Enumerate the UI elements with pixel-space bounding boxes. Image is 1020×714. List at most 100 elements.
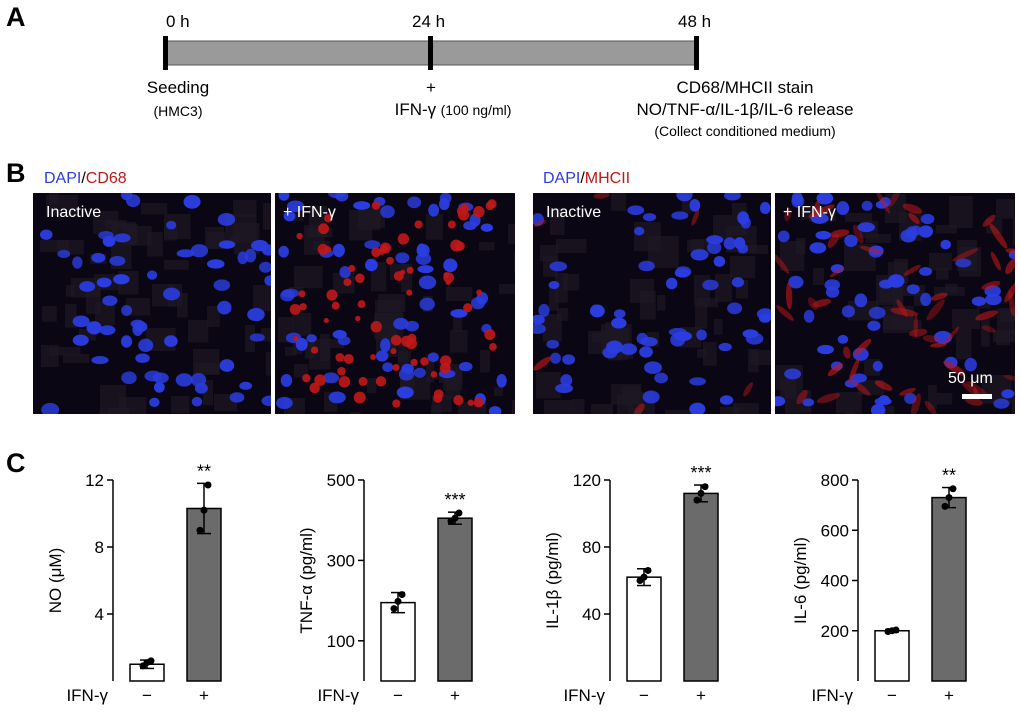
background-texture	[949, 196, 973, 228]
dapi-nucleus	[676, 193, 693, 202]
background-texture	[330, 339, 345, 348]
background-texture	[997, 308, 1015, 334]
background-texture	[494, 387, 503, 396]
mhcii-signal	[890, 307, 919, 317]
data-point	[196, 526, 204, 534]
background-texture	[426, 214, 443, 240]
background-texture	[147, 232, 163, 257]
cd68-signal	[289, 303, 301, 315]
mhcii-signal	[874, 380, 893, 391]
dapi-nucleus	[278, 193, 290, 201]
background-texture	[307, 228, 333, 238]
cd68-signal	[296, 232, 303, 240]
background-texture	[1013, 218, 1015, 246]
dapi-nucleus	[560, 374, 573, 387]
data-point	[398, 591, 406, 599]
data-point	[394, 597, 402, 605]
dapi-nucleus	[190, 244, 208, 258]
dapi-nucleus	[802, 398, 815, 407]
dapi-nucleus	[784, 368, 802, 380]
mhcii-signal	[943, 326, 960, 345]
dapi-nucleus	[964, 357, 977, 372]
dapi-nucleus	[428, 203, 440, 217]
dapi-nucleus	[590, 304, 602, 316]
x-category-label: −	[887, 686, 897, 705]
dapi-nucleus	[295, 337, 308, 351]
background-texture	[557, 308, 569, 321]
cd68-signal	[410, 358, 418, 367]
background-texture	[479, 242, 495, 251]
mhcii-signal	[812, 298, 831, 308]
dapi-nucleus	[278, 245, 289, 258]
dapi-nucleus	[480, 223, 493, 232]
ifn-treatment-label: IFN-γ (100 ng/ml)	[394, 100, 512, 119]
dapi-nucleus	[194, 382, 208, 394]
dapi-nucleus	[803, 309, 815, 323]
cd68-signal	[299, 303, 307, 311]
background-texture	[697, 298, 718, 308]
dapi-nucleus	[993, 398, 1010, 409]
dapi-nucleus	[920, 292, 932, 307]
data-point	[644, 566, 652, 574]
micrograph-label-ifn-cd68: + IFN-γ	[283, 204, 336, 221]
dapi-nucleus	[817, 344, 835, 355]
mhcii-signal	[784, 208, 792, 222]
background-texture	[350, 412, 361, 414]
dapi-nucleus	[665, 277, 678, 290]
y-tick-label: 8	[95, 538, 104, 557]
dapi-nucleus	[419, 297, 435, 311]
cd68-signal	[302, 373, 311, 383]
dapi-nucleus	[217, 300, 232, 315]
dapi-nucleus	[380, 338, 391, 353]
background-texture	[65, 304, 77, 328]
dapi-nucleus	[854, 293, 868, 308]
dapi-nucleus	[339, 265, 351, 279]
dapi-nucleus	[121, 304, 133, 316]
dapi-nucleus	[99, 325, 116, 336]
background-texture	[572, 399, 585, 414]
x-axis-label: IFN-γ	[563, 686, 605, 705]
background-texture	[1012, 397, 1015, 414]
dapi-nucleus	[163, 287, 181, 301]
dapi-nucleus	[791, 194, 805, 208]
background-texture	[292, 313, 312, 336]
cd68-signal	[310, 346, 319, 354]
dapi-nucleus	[147, 270, 158, 280]
dapi-nucleus	[955, 258, 972, 268]
cd68-signal	[323, 318, 329, 324]
micrograph-label-ifn-mhcii: + IFN-γ	[783, 204, 836, 221]
mhcii-signal	[830, 266, 844, 278]
dapi-nucleus	[164, 335, 178, 347]
dapi-nucleus	[1001, 389, 1015, 399]
stain-label: CD68/MHCII stain	[676, 78, 814, 97]
dapi-nucleus	[149, 397, 160, 407]
dapi-nucleus	[407, 196, 422, 209]
dapi-nucleus	[206, 259, 225, 269]
dapi-nucleus	[759, 201, 771, 215]
dapi-nucleus	[737, 243, 749, 254]
background-texture	[40, 240, 69, 253]
mhcii-signal	[843, 346, 851, 359]
dapi-nucleus	[727, 302, 743, 315]
micrograph-mhcii-inactive	[533, 193, 771, 414]
background-texture	[945, 284, 958, 293]
dapi-nucleus	[126, 194, 141, 208]
y-tick-label: 400	[821, 572, 849, 591]
dapi-nucleus	[41, 402, 60, 414]
dapi-nucleus	[713, 255, 726, 267]
dapi-nucleus	[533, 213, 545, 226]
dapi-nucleus	[562, 354, 576, 365]
background-texture	[563, 274, 580, 291]
dapi-nucleus	[737, 211, 749, 225]
dapi-nucleus	[742, 329, 759, 339]
dapi-nucleus	[874, 397, 892, 406]
cd68-signal	[455, 241, 465, 252]
cd68-signal	[406, 266, 414, 274]
background-texture	[207, 306, 220, 328]
dapi-nucleus	[872, 360, 883, 372]
y-axis-label: IL-1β (pg/ml)	[543, 532, 562, 629]
cd68-signal	[463, 303, 473, 313]
y-tick-label: 120	[573, 471, 601, 490]
mhcii-signal	[930, 342, 947, 348]
dapi-nucleus	[401, 363, 414, 374]
